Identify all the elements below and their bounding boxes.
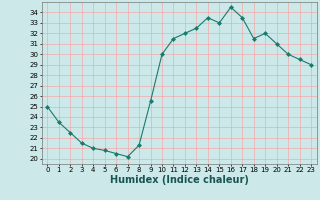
X-axis label: Humidex (Indice chaleur): Humidex (Indice chaleur) xyxy=(110,175,249,185)
